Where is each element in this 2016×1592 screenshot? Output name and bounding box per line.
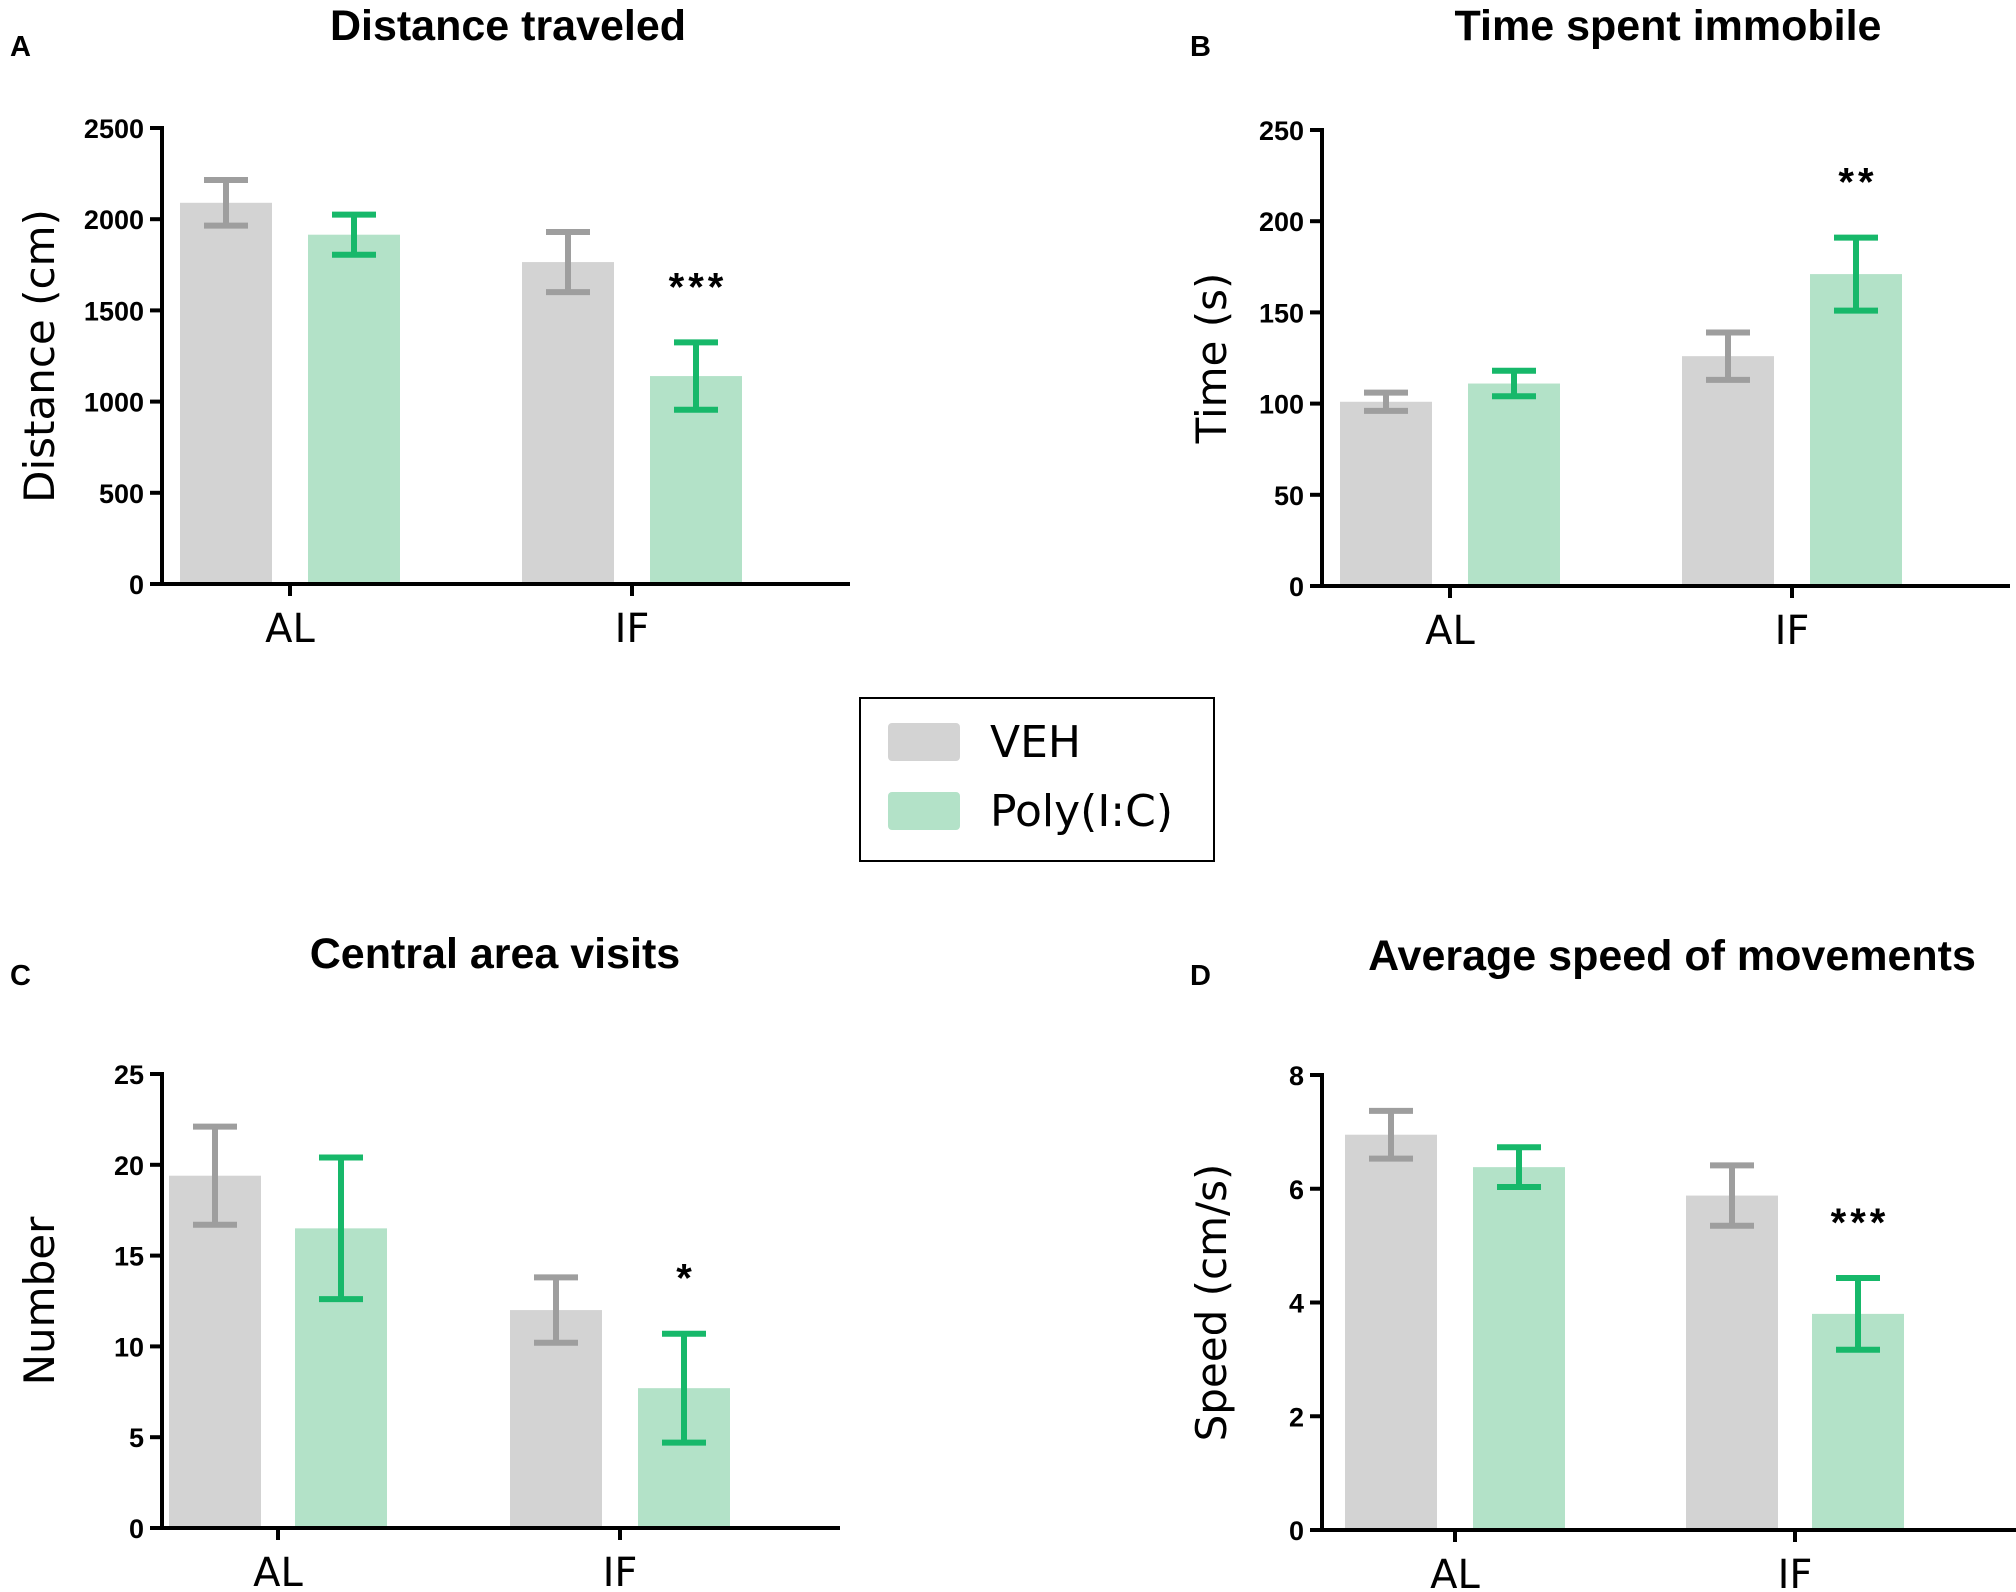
- error-bar: [1369, 1107, 1413, 1162]
- y-tick-label: 0: [1289, 572, 1304, 602]
- y-tick-label: 2: [1289, 1402, 1304, 1432]
- bar-if-veh: [510, 1310, 602, 1528]
- error-bar: [1710, 1162, 1754, 1229]
- error-bar: [1497, 1144, 1541, 1191]
- y-tick-label: 2000: [84, 205, 144, 235]
- x-tick-label: AL: [265, 606, 315, 652]
- y-tick-label: 200: [1259, 207, 1304, 237]
- error-bar: [1836, 1275, 1880, 1353]
- panel-b: B Time spent immobile Time (s) ** 0 50 100 150 2…: [1187, 2, 2010, 654]
- panel-letter: A: [10, 31, 31, 63]
- error-bar: [204, 176, 248, 229]
- x-tick-label: IF: [1778, 1552, 1813, 1592]
- y-tick-label: 1000: [84, 388, 144, 418]
- y-axis-label: Speed (cm/s): [1187, 1164, 1236, 1442]
- y-tick-label: 2500: [84, 114, 144, 144]
- y-axis-label: Distance (cm): [15, 209, 64, 503]
- bar-if-veh: [522, 262, 614, 584]
- error-bar: [319, 1154, 363, 1303]
- legend-label-veh: VEH: [990, 717, 1081, 768]
- significance-marker: ***: [1831, 1201, 1890, 1245]
- error-bar: [1834, 234, 1878, 314]
- chart-title: Central area visits: [310, 930, 680, 978]
- legend-label-polyic: Poly(I:C): [990, 786, 1173, 837]
- error-bar: [332, 211, 376, 258]
- error-bar: [546, 228, 590, 296]
- bar-if-polyic: [1810, 274, 1902, 586]
- error-bar: [534, 1274, 578, 1346]
- y-tick-label: 50: [1274, 481, 1304, 511]
- y-tick-label: 100: [1259, 390, 1304, 420]
- bar-al-veh: [180, 202, 272, 584]
- panel-letter: D: [1190, 960, 1211, 992]
- error-bar: [193, 1123, 237, 1228]
- bar-al-polyic: [1473, 1167, 1565, 1530]
- bar-al-polyic: [308, 234, 400, 585]
- error-bar: [662, 1330, 706, 1446]
- y-tick-label: 15: [114, 1242, 144, 1272]
- bar-al-veh: [169, 1175, 261, 1528]
- error-bar: [1492, 367, 1536, 400]
- y-tick-label: 0: [129, 1514, 144, 1544]
- y-tick-label: 5: [129, 1423, 144, 1453]
- x-tick-label: AL: [253, 1550, 303, 1592]
- y-tick-label: 20: [114, 1151, 144, 1181]
- significance-marker: *: [676, 1257, 696, 1301]
- panel-a: A Distance traveled Distance (cm) *** 0 500 10…: [10, 2, 850, 652]
- significance-marker: ***: [669, 265, 728, 309]
- x-tick-label: IF: [603, 1550, 638, 1592]
- y-tick-label: 1500: [84, 296, 144, 326]
- bar-if-veh: [1682, 356, 1774, 586]
- chart-title: Distance traveled: [330, 2, 686, 50]
- error-bar: [1706, 329, 1750, 383]
- y-tick-label: 150: [1259, 298, 1304, 328]
- bar-al-veh: [1340, 401, 1432, 586]
- y-axis-label: Time (s): [1187, 273, 1236, 445]
- error-bar: [674, 339, 718, 413]
- x-tick-label: AL: [1425, 608, 1475, 654]
- legend-swatch-veh: [888, 723, 960, 761]
- y-tick-label: 0: [129, 570, 144, 600]
- y-tick-label: 8: [1289, 1061, 1304, 1091]
- bar-al-polyic: [1468, 383, 1560, 586]
- x-tick-label: IF: [1775, 608, 1810, 654]
- y-tick-label: 4: [1289, 1289, 1304, 1319]
- y-tick-label: 25: [114, 1060, 144, 1090]
- chart-title: Time spent immobile: [1455, 2, 1882, 50]
- bar-if-veh: [1686, 1195, 1778, 1530]
- panel-d: D Average speed of movements Speed (cm/s) *…: [1187, 932, 2016, 1592]
- error-bar: [1364, 389, 1408, 414]
- y-tick-label: 500: [99, 479, 144, 509]
- significance-marker: **: [1838, 161, 1877, 205]
- y-tick-label: 10: [114, 1332, 144, 1362]
- x-tick-label: AL: [1430, 1552, 1480, 1592]
- panel-letter: B: [1190, 31, 1211, 63]
- y-axis-label: Number: [15, 1216, 64, 1385]
- bar-al-veh: [1345, 1134, 1437, 1530]
- x-tick-label: IF: [615, 606, 650, 652]
- y-tick-label: 0: [1289, 1516, 1304, 1546]
- y-tick-label: 6: [1289, 1175, 1304, 1205]
- y-tick-label: 250: [1259, 116, 1304, 146]
- legend: VEH Poly(I:C): [859, 697, 1215, 862]
- legend-swatch-polyic: [888, 792, 960, 830]
- panel-c: C Central area visits Number * 0 5 10 15 20 25 AL I…: [10, 930, 840, 1592]
- chart-title: Average speed of movements: [1368, 932, 1976, 980]
- panel-letter: C: [10, 960, 31, 992]
